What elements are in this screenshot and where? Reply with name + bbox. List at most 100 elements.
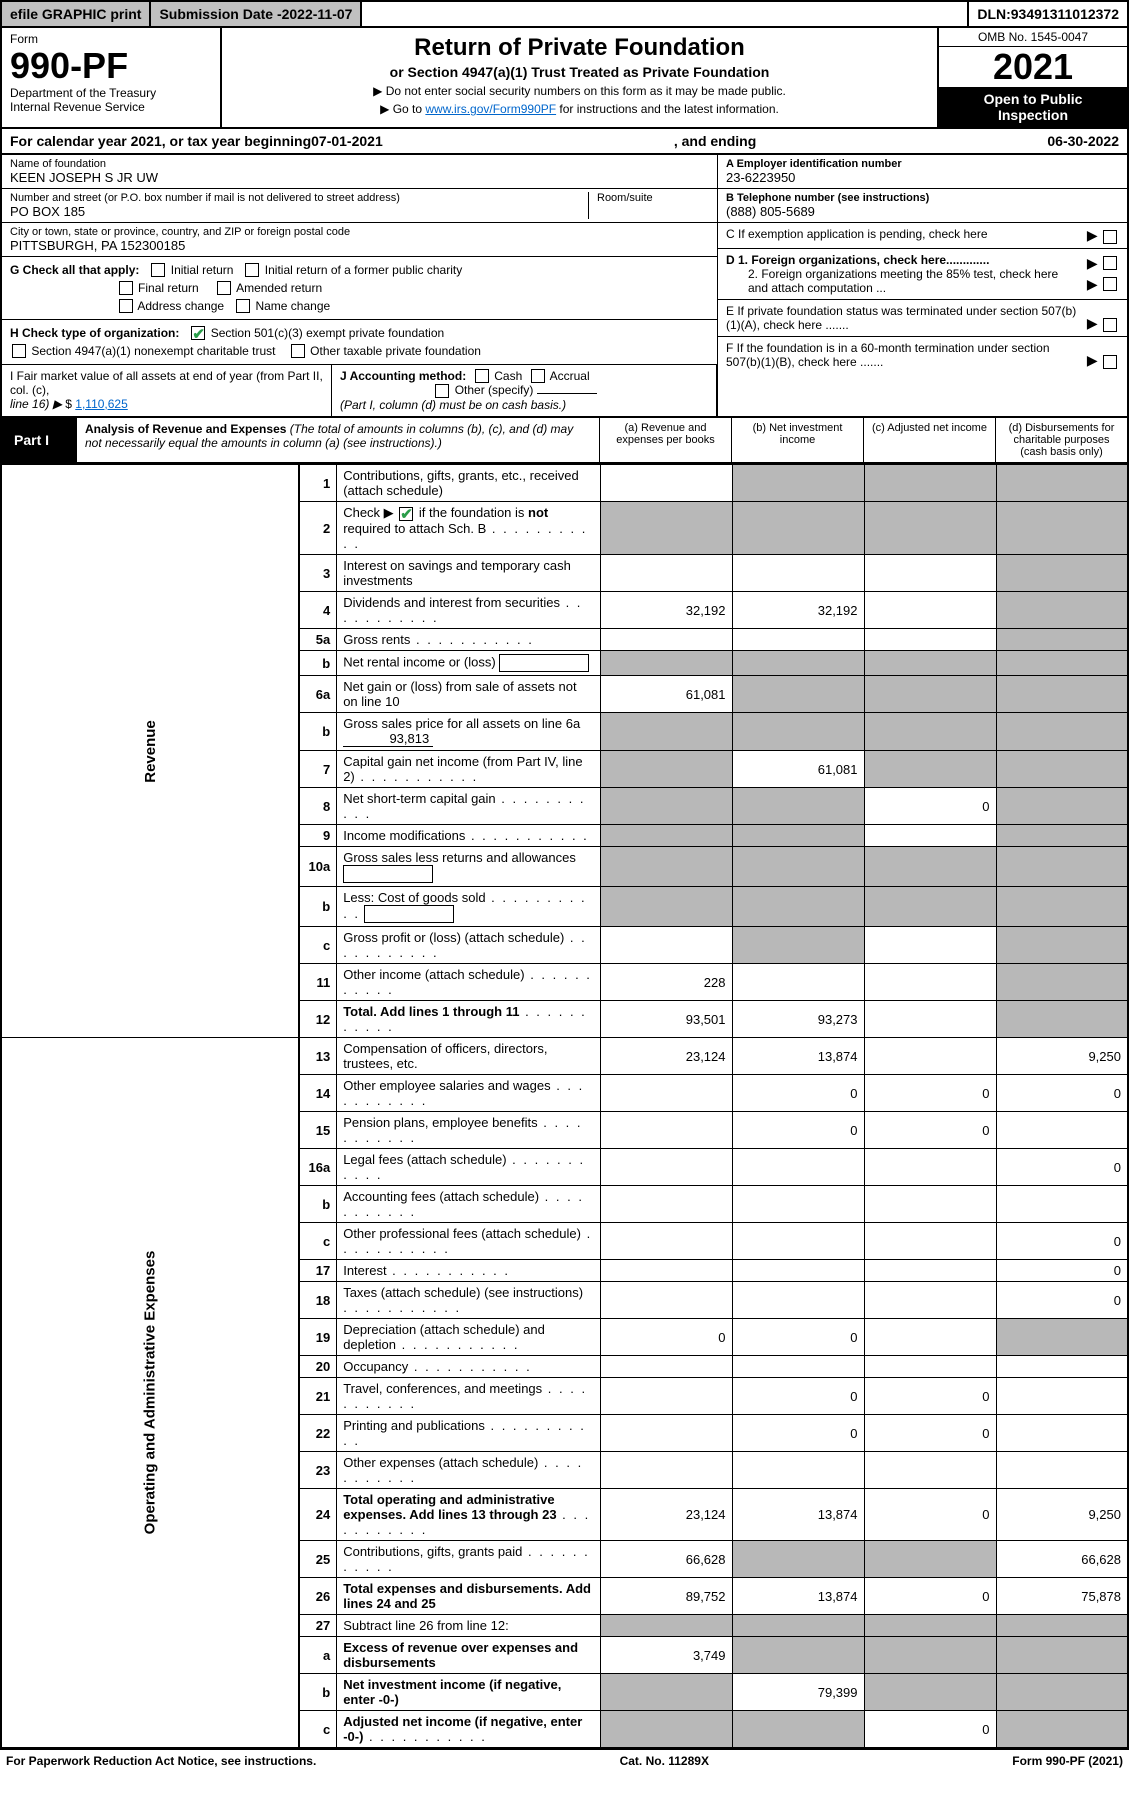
- f-row: F If the foundation is in a 60-month ter…: [718, 337, 1127, 373]
- checkbox-other-taxable[interactable]: [291, 344, 305, 358]
- amount-cell: [864, 1038, 996, 1075]
- h-opt-1: Section 501(c)(3) exempt private foundat…: [211, 326, 444, 340]
- line-description: Income modifications: [337, 825, 600, 847]
- city-label: City or town, state or province, country…: [10, 226, 709, 238]
- checkbox-cash[interactable]: [475, 369, 489, 383]
- line-description: Legal fees (attach schedule): [337, 1149, 600, 1186]
- revenue-sidelabel: Revenue: [1, 465, 299, 1038]
- amount-cell: [996, 1112, 1128, 1149]
- amount-cell: 0: [732, 1112, 864, 1149]
- j-other: Other (specify): [455, 383, 534, 397]
- opex-sidelabel: Operating and Administrative Expenses: [1, 1038, 299, 1749]
- amount-cell: 0: [864, 1112, 996, 1149]
- ein-row: A Employer identification number 23-6223…: [718, 155, 1127, 189]
- amount-cell: [732, 1615, 864, 1637]
- checkbox-4947a1[interactable]: [12, 344, 26, 358]
- checkbox-501c3[interactable]: [191, 326, 205, 340]
- amount-cell: 228: [600, 964, 732, 1001]
- efile-print-button[interactable]: efile GRAPHIC print: [2, 2, 151, 26]
- line-description: Interest on savings and temporary cash i…: [337, 555, 600, 592]
- line-description: Total operating and administrative expen…: [337, 1489, 600, 1541]
- amount-cell: 0: [732, 1378, 864, 1415]
- amount-cell: 13,874: [732, 1489, 864, 1541]
- col-d-header: (d) Disbursements for charitable purpose…: [995, 418, 1127, 462]
- fmv-amount-link[interactable]: 1,110,625: [75, 397, 128, 411]
- topbar-spacer: [362, 2, 967, 26]
- amount-cell: 0: [732, 1415, 864, 1452]
- part1-badge: Part I: [2, 418, 77, 462]
- g-opt-1: Initial return of a former public charit…: [265, 263, 462, 277]
- tax-year: 2021: [939, 47, 1127, 87]
- amount-cell: [996, 555, 1128, 592]
- phone-row: B Telephone number (see instructions) (8…: [718, 189, 1127, 223]
- form-title: Return of Private Foundation: [232, 34, 927, 62]
- line-number: 21: [299, 1378, 337, 1415]
- line-number: 23: [299, 1452, 337, 1489]
- table-row: Revenue1Contributions, gifts, grants, et…: [1, 465, 1128, 502]
- amount-cell: 0: [600, 1319, 732, 1356]
- line-description: Contributions, gifts, grants paid: [337, 1541, 600, 1578]
- entity-info-grid: Name of foundation KEEN JOSEPH S JR UW N…: [0, 155, 1129, 419]
- ein-value: 23-6223950: [726, 170, 1119, 185]
- amount-cell: [600, 1223, 732, 1260]
- checkbox-address-change[interactable]: [119, 299, 133, 313]
- checkbox-d1[interactable]: [1103, 256, 1117, 270]
- amount-cell: [864, 676, 996, 713]
- line-description: Compensation of officers, directors, tru…: [337, 1038, 600, 1075]
- table-row: Operating and Administrative Expenses13C…: [1, 1038, 1128, 1075]
- checkbox-amended-return[interactable]: [217, 281, 231, 295]
- line-number: b: [299, 887, 337, 927]
- line-number: 16a: [299, 1149, 337, 1186]
- checkbox-c[interactable]: [1103, 230, 1117, 244]
- footer-mid: Cat. No. 11289X: [620, 1754, 709, 1768]
- line-number: 20: [299, 1356, 337, 1378]
- checkbox-accrual[interactable]: [531, 369, 545, 383]
- submission-date-button[interactable]: Submission Date - 2022-11-07: [151, 2, 362, 26]
- line-number: 27: [299, 1615, 337, 1637]
- line-description: Gross profit or (loss) (attach schedule): [337, 927, 600, 964]
- checkbox-initial-former[interactable]: [245, 263, 259, 277]
- line-description: Depreciation (attach schedule) and deple…: [337, 1319, 600, 1356]
- amount-cell: 0: [732, 1075, 864, 1112]
- instructions-link[interactable]: www.irs.gov/Form990PF: [425, 102, 556, 116]
- g-opt-2: Final return: [138, 281, 199, 295]
- c-label: C If exemption application is pending, c…: [726, 227, 1087, 244]
- amount-cell: [996, 887, 1128, 927]
- e-row: E If private foundation status was termi…: [718, 300, 1127, 337]
- address-value: PO BOX 185: [10, 204, 580, 219]
- entity-left-col: Name of foundation KEEN JOSEPH S JR UW N…: [2, 155, 717, 417]
- foundation-name-label: Name of foundation: [10, 158, 709, 170]
- line-number: 7: [299, 751, 337, 788]
- checkbox-f[interactable]: [1103, 355, 1117, 369]
- amount-cell: [996, 847, 1128, 887]
- amount-cell: [864, 1452, 996, 1489]
- line-description: Net gain or (loss) from sale of assets n…: [337, 676, 600, 713]
- amount-cell: [996, 465, 1128, 502]
- amount-cell: [864, 847, 996, 887]
- line-number: 6a: [299, 676, 337, 713]
- checkbox-initial-return[interactable]: [151, 263, 165, 277]
- checkbox-final-return[interactable]: [119, 281, 133, 295]
- checkbox-other-method[interactable]: [435, 384, 449, 398]
- checkbox-d2[interactable]: [1103, 277, 1117, 291]
- g-opt-3: Amended return: [236, 281, 322, 295]
- amount-cell: [600, 1260, 732, 1282]
- line-number: c: [299, 1711, 337, 1749]
- checkbox-sch-b[interactable]: [399, 507, 413, 521]
- entity-right-col: A Employer identification number 23-6223…: [717, 155, 1127, 417]
- omb-number: OMB No. 1545-0047: [939, 28, 1127, 47]
- amount-cell: [732, 964, 864, 1001]
- amount-cell: 0: [864, 1489, 996, 1541]
- arrow-icon: ▶: [1087, 352, 1098, 369]
- line-number: 1: [299, 465, 337, 502]
- amount-cell: 61,081: [600, 676, 732, 713]
- amount-cell: [732, 502, 864, 555]
- checkbox-name-change[interactable]: [236, 299, 250, 313]
- line-description: Pension plans, employee benefits: [337, 1112, 600, 1149]
- amount-cell: [864, 1674, 996, 1711]
- amount-cell: 89,752: [600, 1578, 732, 1615]
- amount-cell: [864, 1186, 996, 1223]
- amount-cell: [864, 1260, 996, 1282]
- line-number: 17: [299, 1260, 337, 1282]
- checkbox-e[interactable]: [1103, 318, 1117, 332]
